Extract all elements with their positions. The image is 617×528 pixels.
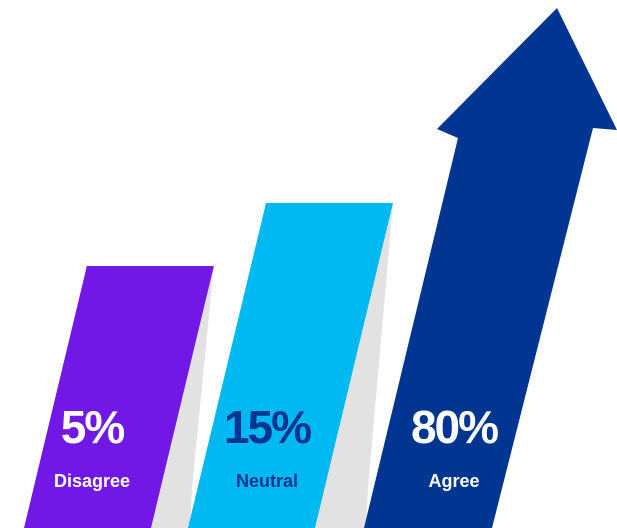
value-label-disagree: 5% bbox=[61, 401, 125, 453]
ribbon-bars bbox=[24, 8, 617, 528]
category-label-agree: Agree bbox=[428, 471, 479, 491]
category-label-disagree: Disagree bbox=[54, 471, 130, 491]
category-label-neutral: Neutral bbox=[236, 471, 298, 491]
value-label-neutral: 15% bbox=[224, 401, 311, 453]
bar-agree-arrow bbox=[364, 8, 617, 528]
bar-neutral bbox=[188, 203, 393, 528]
bar-labels: 5% Disagree 15% Neutral 80% Agree bbox=[54, 401, 500, 491]
bar-disagree bbox=[24, 266, 214, 528]
value-label-agree: 80% bbox=[411, 401, 498, 453]
